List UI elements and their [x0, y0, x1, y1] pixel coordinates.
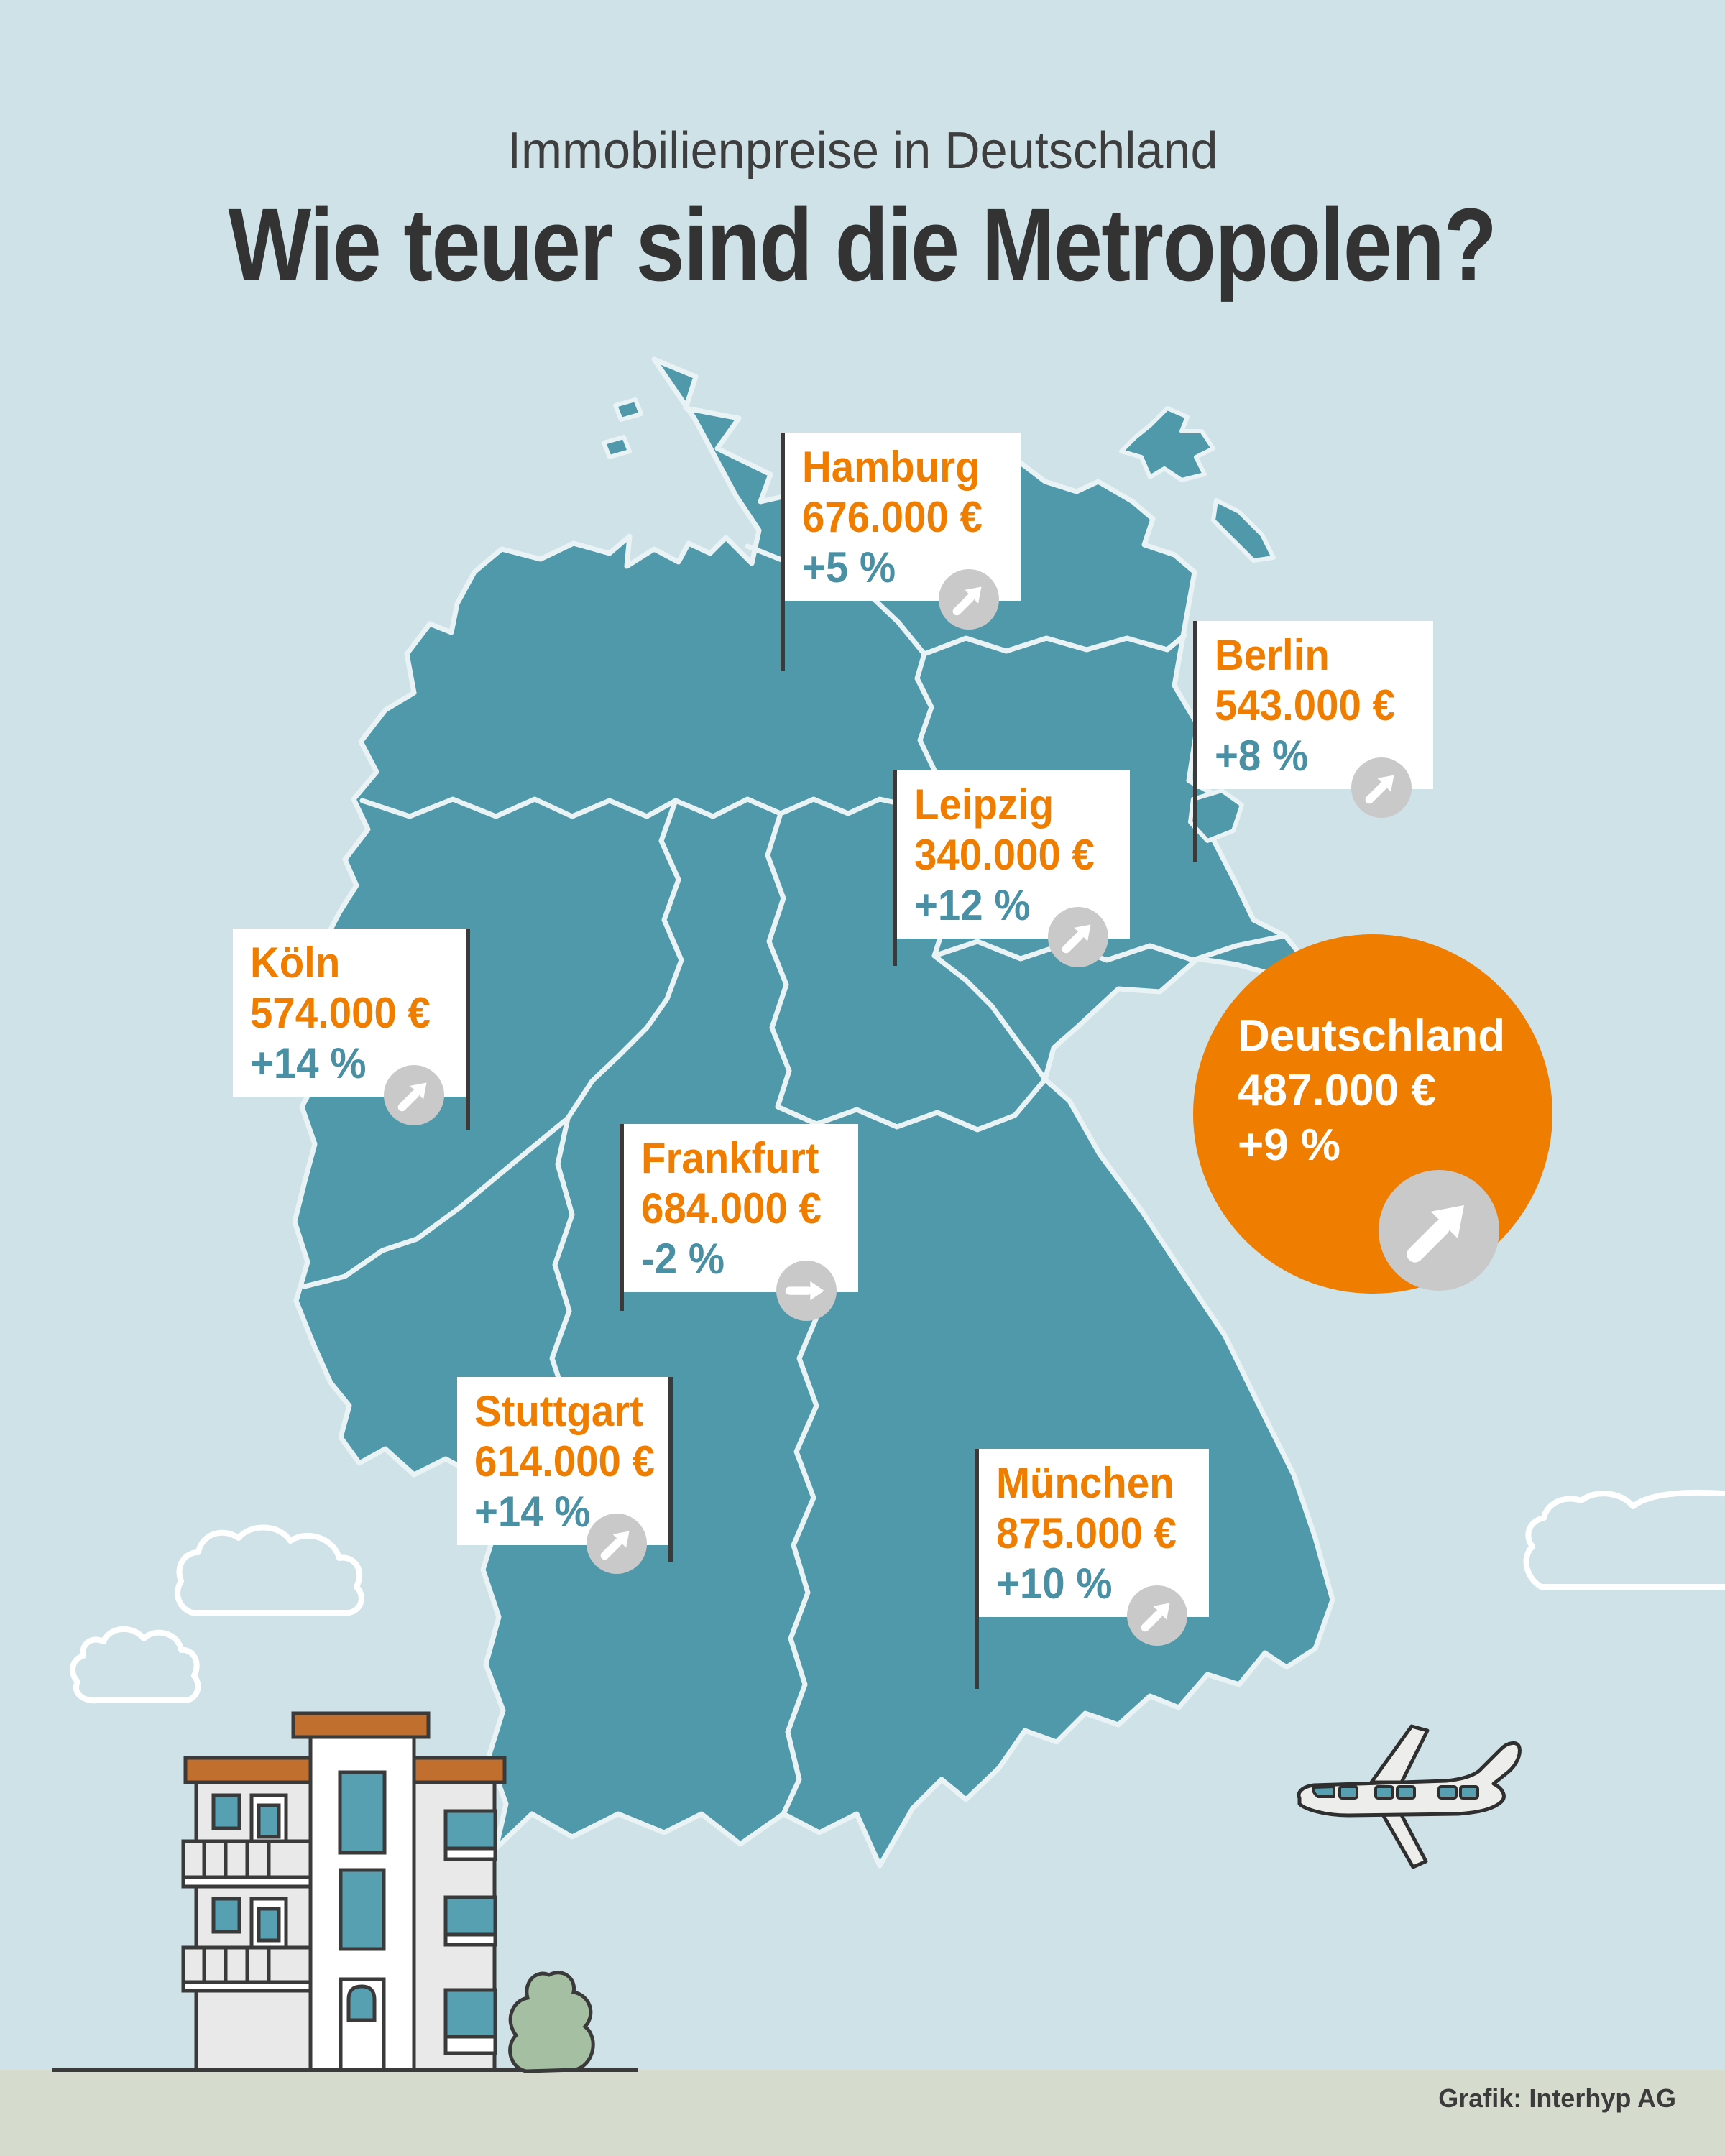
city-price: 875.000 €	[996, 1511, 1177, 1558]
page-title: Wie teuer sind die Metropolen?	[0, 187, 1725, 305]
city-label-muenchen: München 875.000 € +10 %	[979, 1449, 1209, 1646]
city-label-berlin: Berlin 543.000 € +8 %	[1197, 621, 1433, 818]
city-change: +5 %	[802, 545, 896, 592]
city-change: +10 %	[996, 1561, 1113, 1608]
city-change: +8 %	[1215, 733, 1309, 780]
city-name: München	[996, 1460, 1174, 1508]
label-pole-stuttgart	[668, 1377, 673, 1562]
airplane-illustration	[1297, 1724, 1522, 1869]
city-name: Stuttgart	[474, 1388, 643, 1436]
label-pole-hamburg	[781, 433, 785, 671]
arrow-right-icon	[776, 1261, 837, 1321]
label-pole-frankfurt	[620, 1124, 624, 1311]
clouds	[70, 1489, 1725, 1704]
city-label-leipzig: Leipzig 340.000 € +12 %	[897, 770, 1130, 967]
building-right-roof	[412, 1756, 507, 1784]
city-change: +14 %	[474, 1489, 591, 1537]
balcony-railing	[181, 1945, 313, 1993]
city-name: Hamburg	[802, 444, 980, 492]
tower-window	[339, 1868, 386, 1951]
label-pole-muenchen	[975, 1449, 979, 1689]
arrow-up-right-icon	[939, 569, 999, 630]
arrow-up-right-icon	[1127, 1585, 1187, 1646]
infographic-subtitle: Immobilienpreise in Deutschland	[0, 121, 1725, 181]
left-wing-window	[211, 1897, 242, 1934]
city-price: 614.000 €	[474, 1439, 655, 1486]
city-price: 574.000 €	[250, 990, 431, 1038]
city-name: Leipzig	[914, 782, 1054, 829]
country-change: +9 %	[1238, 1120, 1341, 1170]
label-pole-berlin	[1193, 621, 1197, 862]
graphic-credit: Grafik: Interhyp AG	[1438, 2084, 1676, 2113]
label-pole-koeln	[466, 929, 470, 1130]
city-change: -2 %	[641, 1236, 724, 1284]
country-bubble: Deutschland 487.000 € +9 %	[1193, 934, 1567, 1308]
arrow-up-right-icon	[586, 1514, 647, 1574]
country-name: Deutschland	[1238, 1010, 1506, 1061]
city-label-hamburg: Hamburg 676.000 € +5 %	[785, 433, 1021, 630]
balcony-door-window	[257, 1803, 281, 1839]
country-bubble-circle: Deutschland 487.000 € +9 %	[1193, 934, 1552, 1294]
arrow-up-right-icon	[1351, 757, 1412, 818]
city-name: Berlin	[1215, 632, 1330, 680]
title-text: Wie teuer sind die Metropolen?	[229, 188, 1497, 303]
cloud-icon	[70, 1626, 201, 1704]
tower-door-window	[346, 1984, 377, 2022]
airplane-windows	[1312, 1785, 1479, 1800]
building-left-roof	[183, 1756, 313, 1784]
city-change: +14 %	[250, 1041, 367, 1088]
airplane-top-wing	[1369, 1724, 1430, 1784]
city-price: 340.000 €	[914, 832, 1095, 880]
city-label-frankfurt: Frankfurt 684.000 € -2 %	[624, 1124, 858, 1321]
city-price: 543.000 €	[1215, 683, 1395, 730]
tower-window	[338, 1770, 387, 1855]
apartment-building-illustration	[181, 1711, 507, 2072]
city-name: Frankfurt	[641, 1135, 819, 1183]
arrow-up-right-icon	[384, 1065, 444, 1125]
cloud-icon	[1523, 1489, 1725, 1590]
city-name: Köln	[250, 940, 341, 987]
left-wing-window	[211, 1793, 242, 1830]
arrow-up-right-icon	[1379, 1170, 1499, 1291]
city-label-koeln: Köln 574.000 € +14 %	[233, 929, 466, 1125]
building-tower-roof	[291, 1711, 431, 1739]
arrow-up-right-icon	[1048, 907, 1108, 967]
city-price: 684.000 €	[641, 1186, 822, 1233]
city-change: +12 %	[914, 883, 1031, 930]
country-price: 487.000 €	[1238, 1065, 1436, 1115]
city-label-stuttgart: Stuttgart 614.000 € +14 %	[457, 1377, 668, 1574]
subtitle-text: Immobilienpreise in Deutschland	[507, 121, 1218, 180]
cloud-icon	[175, 1524, 364, 1616]
city-price: 676.000 €	[802, 494, 983, 542]
right-wing-windows	[443, 1809, 497, 2055]
airplane-bottom-wing	[1378, 1807, 1428, 1869]
ground-strip	[0, 2070, 1725, 2156]
balcony-railing	[181, 1839, 313, 1889]
balcony-door-window	[257, 1907, 281, 1943]
bush-illustration	[508, 1971, 595, 2073]
label-pole-leipzig	[893, 770, 897, 966]
